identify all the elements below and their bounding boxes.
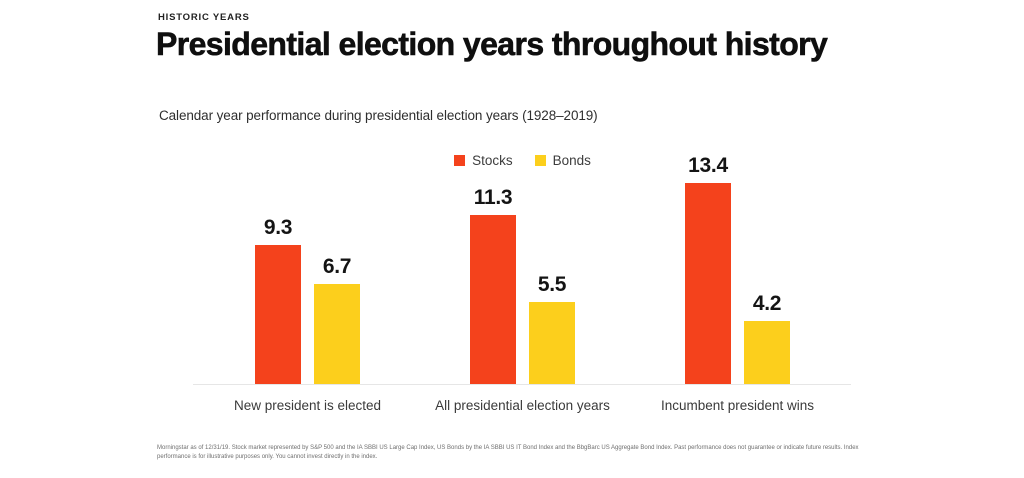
bar-col-bonds: 5.5	[529, 272, 575, 384]
bar-group-1: 11.3 5.5 All presidential election years	[415, 150, 630, 414]
legend-label: Bonds	[552, 153, 591, 168]
category-label: Incumbent president wins	[660, 398, 815, 413]
bars-row: 13.4 4.2	[685, 150, 790, 384]
bar-value-label: 5.5	[537, 272, 567, 296]
bars-row: 9.3 6.7	[255, 150, 360, 384]
bar-bonds	[314, 283, 360, 384]
legend-swatch-bonds	[534, 155, 546, 166]
bar-col-stocks: 9.3	[255, 215, 301, 384]
x-axis-baseline	[193, 384, 851, 385]
legend-item-stocks: Stocks	[454, 153, 513, 168]
bar-value-label: 13.4	[688, 154, 728, 177]
legend-swatch-stocks	[454, 155, 466, 166]
footnote: Morningstar as of 12/31/19. Stock market…	[157, 445, 859, 460]
bar-value-label: 11.3	[473, 185, 513, 209]
plot-area: 9.3 6.7 New president is elected 11.3 5.5 All…	[200, 150, 845, 413]
bar-bonds	[529, 301, 575, 384]
page-subtitle: Calendar year performance during preside…	[159, 108, 598, 123]
legend-label: Stocks	[472, 153, 513, 168]
bar-stocks	[685, 183, 731, 384]
page-title: Presidential election years throughout h…	[156, 26, 828, 63]
bar-col-bonds: 4.2	[744, 292, 790, 384]
legend: Stocks Bonds	[200, 153, 845, 168]
bar-value-label: 4.2	[752, 292, 782, 315]
bar-col-bonds: 6.7	[314, 254, 360, 384]
category-label: New president is elected	[233, 398, 382, 413]
bar-col-stocks: 11.3	[470, 185, 516, 384]
bar-value-label: 6.7	[322, 254, 352, 278]
bar-stocks	[470, 214, 516, 384]
eyebrow-label: HISTORIC YEARS	[158, 12, 250, 23]
bars-row: 11.3 5.5	[470, 150, 575, 384]
legend-item-bonds: Bonds	[534, 153, 591, 168]
bar-stocks	[255, 244, 301, 384]
bar-col-stocks: 13.4	[685, 154, 731, 384]
bar-group-0: 9.3 6.7 New president is elected	[200, 150, 415, 414]
bar-value-label: 9.3	[263, 215, 293, 239]
category-label: All presidential election years	[435, 398, 610, 413]
bar-group-2: 13.4 4.2 Incumbent president wins	[630, 150, 845, 413]
bar-bonds	[744, 321, 790, 384]
